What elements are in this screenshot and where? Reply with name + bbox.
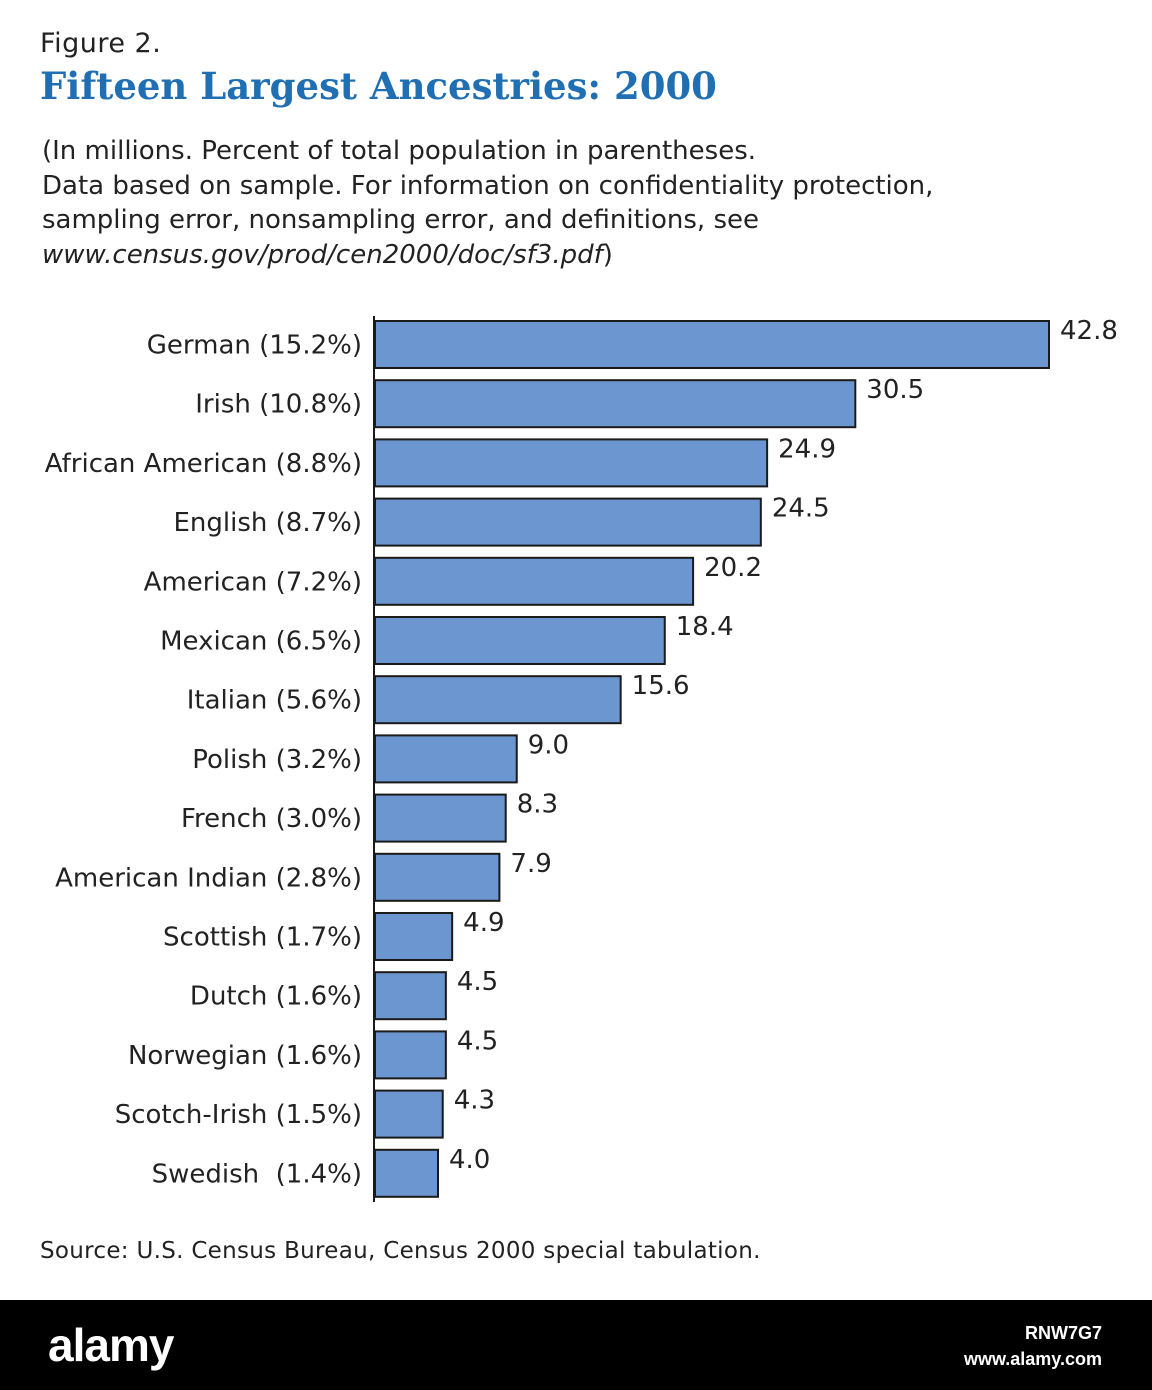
subtitle-line: (In millions. Percent of total populatio…	[42, 136, 757, 166]
bar	[374, 1089, 444, 1139]
category-label: American (7.2%)	[144, 567, 362, 597]
value-label: 7.9	[510, 849, 551, 879]
subtitle-url-line: www.census.gov/prod/cen2000/doc/sf3.pdf)	[42, 238, 1122, 273]
bar	[374, 438, 769, 488]
site-url: www.alamy.com	[963, 1349, 1102, 1369]
value-label: 20.2	[704, 553, 762, 583]
footer-bar: alamy RNW7G7 www.alamy.com	[0, 1300, 1152, 1390]
value-label: 4.9	[463, 908, 504, 938]
category-label: Norwegian (1.6%)	[128, 1041, 362, 1071]
value-labels-group: 42.8 30.5 24.9 24.5 20.2 18.4 15.6 9.0 8.3 7.94.9…	[449, 316, 1118, 1175]
value-label: 24.5	[772, 494, 830, 524]
bar	[374, 497, 762, 547]
source-url-link[interactable]: www.census.gov/prod/cen2000/doc/sf3.pdf	[42, 239, 603, 270]
category-label: Irish (10.8%)	[195, 390, 362, 420]
bar	[374, 556, 695, 606]
category-label: Scotch-Irish (1.5%)	[115, 1100, 362, 1130]
bar	[374, 1148, 439, 1198]
value-label: 4.5	[457, 1026, 498, 1056]
bar	[374, 675, 622, 725]
category-label: French (3.0%)	[181, 804, 362, 834]
bar	[374, 320, 1050, 369]
value-label: 24.9	[778, 434, 836, 464]
alamy-logo: alamy	[48, 1319, 174, 1371]
value-label: 4.3	[454, 1086, 495, 1116]
bar	[374, 852, 501, 902]
image-id: RNW7G7	[1024, 1323, 1102, 1343]
category-label: Polish (3.2%)	[192, 745, 362, 775]
value-label: 15.6	[632, 671, 690, 701]
subtitle-line: sampling error, nonsampling error, and d…	[42, 205, 759, 235]
value-label: 18.4	[676, 612, 734, 642]
category-labels-group: German (15.2%) Irish (10.8%) African Ameri…	[45, 331, 362, 1190]
ancestry-bar-chart: German (15.2%) Irish (10.8%) African Ameri…	[45, 316, 1118, 1202]
category-label: Dutch (1.6%)	[190, 982, 362, 1012]
subtitle-line: Data based on sample. For information on…	[42, 170, 934, 201]
bar	[374, 1030, 447, 1080]
bar	[374, 379, 857, 429]
value-label: 8.3	[517, 790, 558, 820]
figure-subtitle: (In millions. Percent of total populatio…	[42, 134, 1122, 272]
bar	[374, 616, 666, 665]
footer-image-info: RNW7G7 www.alamy.com	[964, 1320, 1102, 1372]
category-label: Mexican (6.5%)	[160, 627, 362, 657]
bar	[374, 793, 507, 843]
value-label: 4.0	[449, 1145, 490, 1175]
category-label: Scottish (1.7%)	[163, 923, 362, 953]
bar	[374, 912, 454, 961]
url-suffix: )	[602, 239, 613, 270]
bars-group	[374, 320, 1050, 1198]
source-note: Source: U.S. Census Bureau, Census 2000 …	[40, 1238, 761, 1264]
category-label: Swedish (1.4%)	[152, 1159, 362, 1189]
category-label: Italian (5.6%)	[187, 686, 362, 716]
category-label: American Indian (2.8%)	[55, 863, 362, 893]
bar	[374, 734, 518, 784]
figure-title: Fifteen Largest Ancestries: 2000	[40, 64, 717, 108]
figure-label: Figure 2.	[40, 28, 162, 59]
bar	[374, 971, 447, 1021]
value-label: 30.5	[866, 375, 924, 405]
category-label: English (8.7%)	[174, 508, 363, 538]
category-label: African American (8.8%)	[45, 449, 362, 479]
value-label: 42.8	[1060, 316, 1118, 346]
category-label: German (15.2%)	[147, 331, 362, 361]
value-label: 4.5	[457, 967, 498, 997]
value-label: 9.0	[528, 730, 569, 760]
